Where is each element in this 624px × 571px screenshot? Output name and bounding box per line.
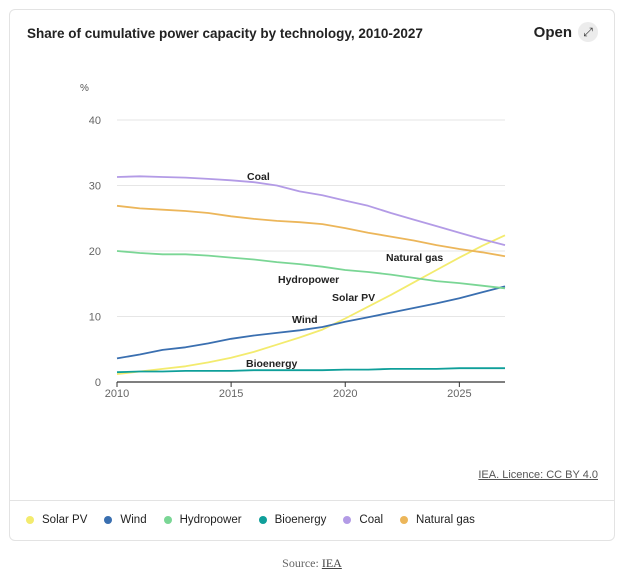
legend-item-natural_gas[interactable]: Natural gas — [400, 514, 475, 526]
annotation-coal: Coal — [247, 171, 270, 183]
x-tick-label-2020: 2020 — [333, 388, 357, 400]
licence-link[interactable]: IEA. Licence: CC BY 4.0 — [478, 469, 598, 481]
legend-label-coal: Coal — [359, 514, 384, 526]
chart-card: Share of cumulative power capacity by te… — [9, 9, 615, 541]
legend-label-natural_gas: Natural gas — [416, 514, 475, 526]
x-tick-label-2025: 2025 — [447, 388, 471, 400]
annotation-solar_pv: Solar PV — [332, 292, 375, 304]
legend-swatch-wind — [104, 516, 113, 524]
y-axis-unit-label: % — [80, 83, 89, 94]
legend-item-solar_pv[interactable]: Solar PV — [26, 514, 87, 526]
annotation-hydropower: Hydropower — [278, 274, 339, 286]
chart-title: Share of cumulative power capacity by te… — [27, 26, 423, 41]
legend-swatch-hydropower — [163, 516, 172, 524]
legend-label-solar_pv: Solar PV — [42, 514, 88, 526]
legend-divider — [10, 500, 614, 501]
legend-item-bioenergy[interactable]: Bioenergy — [258, 514, 327, 526]
legend-swatch-natural_gas — [400, 516, 409, 524]
annotation-wind: Wind — [292, 314, 318, 326]
legend-item-wind[interactable]: Wind — [104, 514, 147, 526]
legend-label-hydropower: Hydropower — [179, 514, 242, 526]
y-tick-label-0: 0 — [95, 377, 101, 389]
x-tick-label-2015: 2015 — [219, 388, 243, 400]
legend-swatch-bioenergy — [258, 516, 267, 524]
legend-label-wind: Wind — [120, 514, 147, 526]
series-line-bioenergy — [116, 367, 505, 374]
series-line-wind — [116, 285, 506, 360]
annotation-bioenergy: Bioenergy — [246, 358, 298, 370]
expand-arrows-icon: ⤢ — [578, 22, 598, 42]
series-line-hydropower — [116, 250, 506, 290]
series-line-coal — [116, 175, 506, 246]
legend-item-hydropower[interactable]: Hydropower — [163, 514, 242, 526]
source-line: Source: IEA — [0, 556, 624, 571]
legend-swatch-solar_pv — [26, 516, 34, 524]
y-tick-label-10: 10 — [89, 312, 101, 324]
annotation-natural_gas: Natural gas — [386, 252, 443, 264]
y-tick-label-30: 30 — [89, 181, 101, 193]
x-tick-label-2010: 2010 — [105, 388, 129, 400]
y-tick-label-40: 40 — [89, 115, 101, 127]
legend-swatch-coal — [343, 516, 352, 524]
series-line-natural_gas — [116, 204, 506, 258]
open-label: Open — [533, 23, 572, 41]
legend-label-bioenergy: Bioenergy — [274, 514, 327, 526]
y-tick-label-20: 20 — [89, 246, 101, 258]
source-link[interactable]: IEA — [321, 556, 342, 570]
legend-item-coal[interactable]: Coal — [343, 514, 383, 526]
source-prefix: Source: — [282, 556, 322, 570]
series-line-solar_pv — [116, 234, 506, 375]
chart-legend: Solar PV Wind Hydropower Bioenergy Coal Natur… — [26, 514, 475, 526]
open-button[interactable]: Open ⤢ — [534, 22, 598, 42]
